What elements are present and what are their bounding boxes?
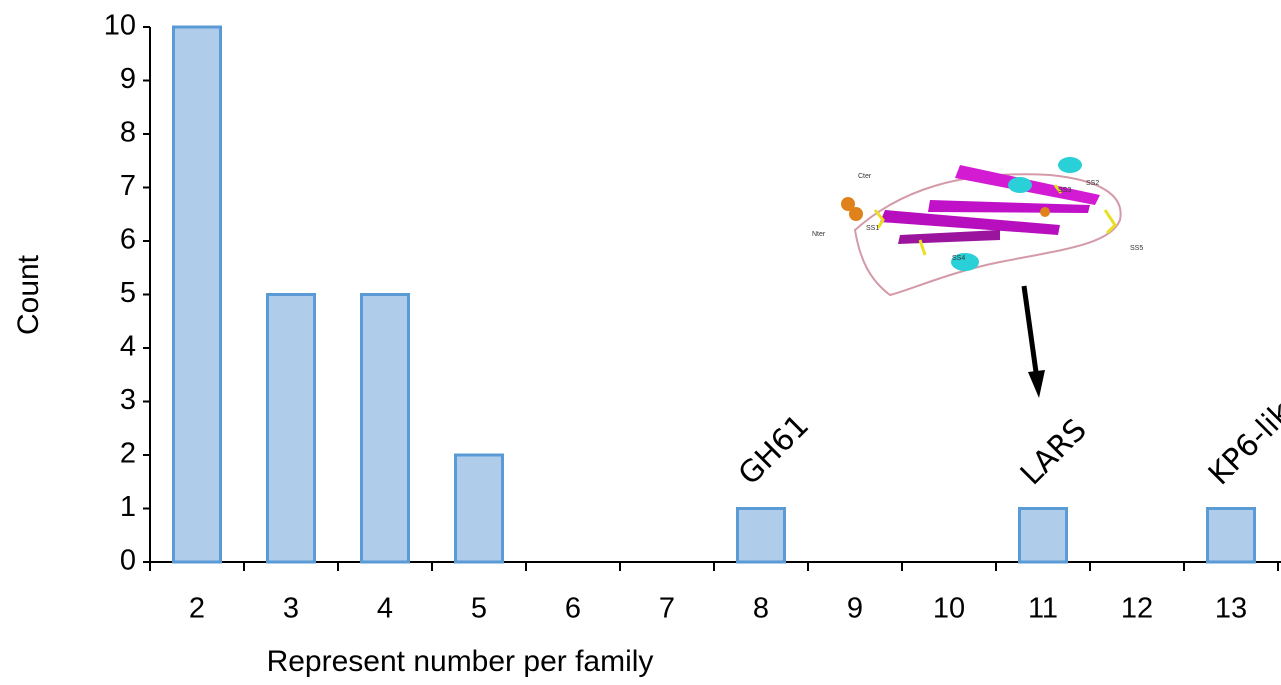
x-tick-label: 11: [1028, 593, 1058, 625]
x-tick-label: 3: [283, 593, 299, 625]
x-tick-label: 6: [565, 593, 581, 625]
x-tick-label: 13: [1215, 593, 1247, 625]
x-tick-label: 5: [471, 593, 487, 625]
y-tick-label: 6: [120, 224, 136, 256]
x-tick-label: 12: [1121, 593, 1153, 625]
inset-label: SS4: [952, 255, 965, 262]
chart: Represent number per family Count 012345…: [0, 0, 1281, 685]
bar: [738, 509, 785, 563]
x-tick-label: 4: [377, 593, 393, 625]
y-tick-label: 2: [120, 438, 136, 470]
x-tick-label: 9: [847, 593, 863, 625]
y-tick-label: 0: [120, 545, 136, 577]
annotation: KP6-like: [1202, 383, 1281, 492]
y-tick-label: 7: [120, 170, 136, 202]
annotation: GH61: [732, 408, 816, 492]
annotation: LARS: [1014, 412, 1094, 492]
x-tick-label: 7: [659, 593, 675, 625]
y-tick-label: 1: [120, 491, 136, 523]
bar: [268, 295, 315, 563]
inset-label: SS1: [866, 225, 879, 232]
inset-label: Cter: [858, 173, 872, 180]
x-tick-label: 2: [189, 593, 205, 625]
y-tick-label: 9: [120, 63, 136, 95]
inset-label: SS5: [1130, 245, 1143, 252]
arrow-head: [1028, 370, 1045, 398]
x-tick-label: 10: [933, 593, 965, 625]
y-tick-label: 5: [120, 277, 136, 309]
inset-label: SS3: [1058, 187, 1071, 194]
x-axis-title: Represent number per family: [267, 645, 654, 678]
y-tick-label: 8: [120, 117, 136, 149]
bar: [1020, 509, 1067, 563]
x-tick-label: 8: [753, 593, 769, 625]
inset-label: SS2: [1086, 180, 1099, 187]
inset-label: Nter: [812, 231, 826, 238]
arrow: [1024, 286, 1036, 372]
bar: [362, 295, 409, 563]
bar: [174, 27, 221, 562]
y-tick-label: 3: [120, 384, 136, 416]
y-tick-label: 4: [120, 331, 136, 363]
bar: [1208, 509, 1255, 563]
bar: [456, 455, 503, 562]
protein-inset: [841, 157, 1121, 295]
y-tick-label: 10: [104, 10, 136, 42]
y-axis-title: Count: [12, 254, 45, 335]
